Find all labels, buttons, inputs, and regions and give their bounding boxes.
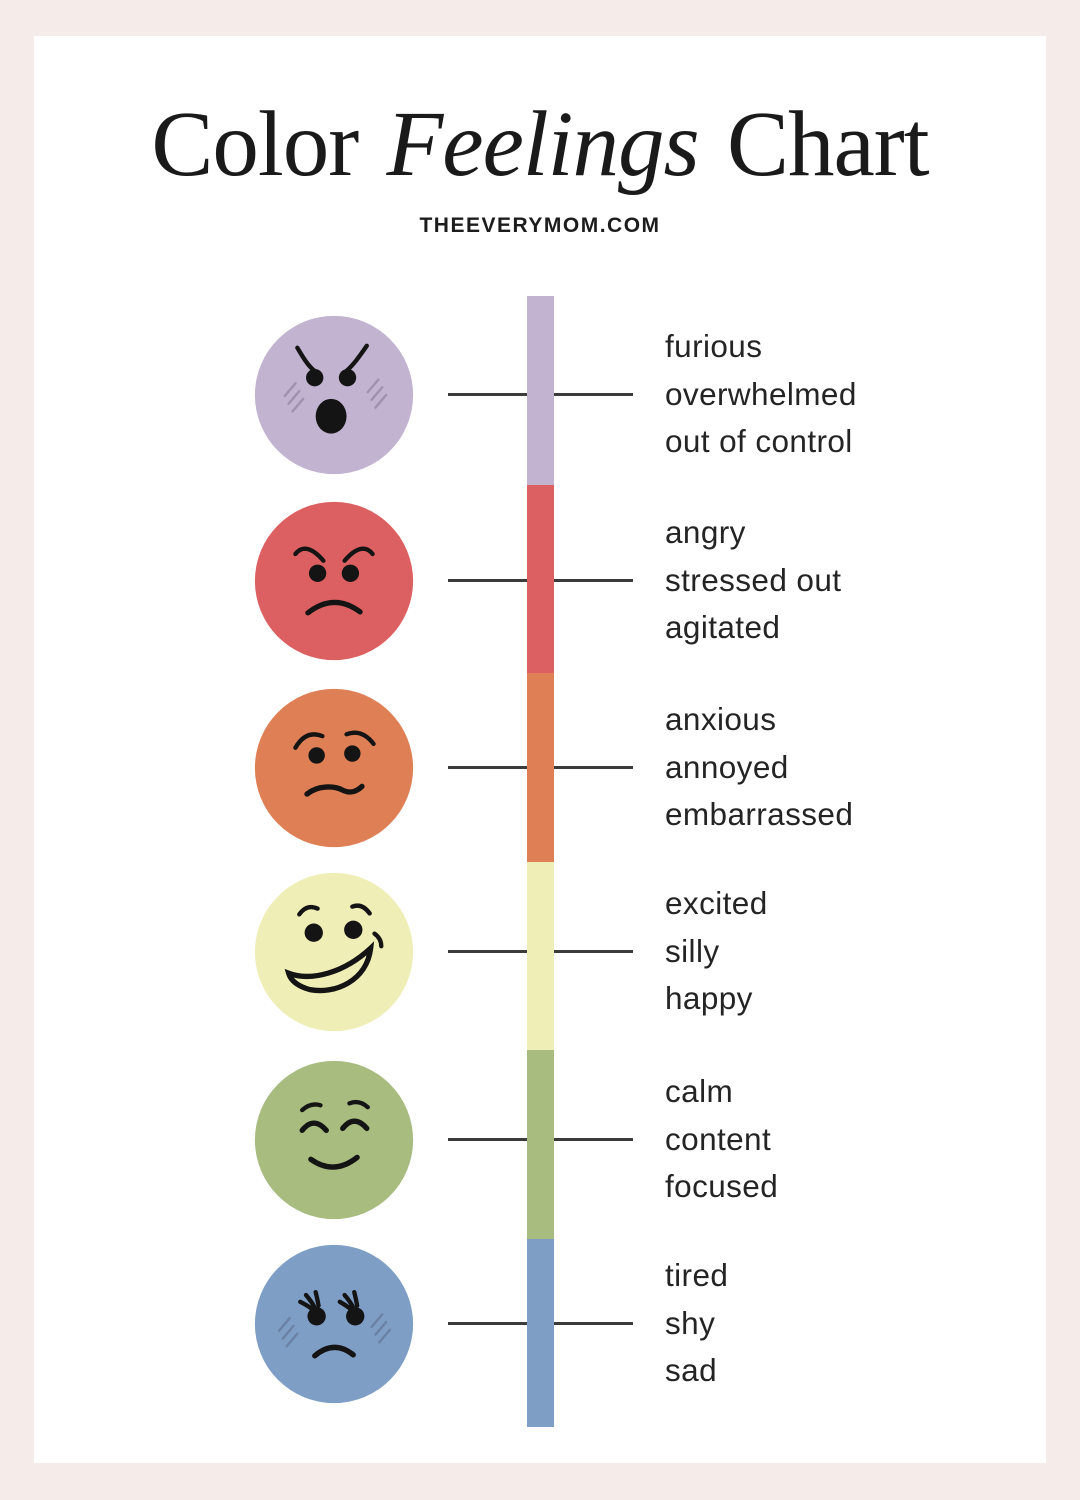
calm-face-icon: [254, 1060, 414, 1220]
anxious-face-icon: [254, 688, 414, 848]
cheek-marks: [277, 1313, 392, 1348]
scale-segment-orange: [527, 673, 554, 862]
feeling-word: annoyed: [665, 748, 789, 785]
emotion-row-orange: anxious annoyed embarrassed: [0, 686, 1080, 850]
emotion-row-green: calm content focused: [0, 1058, 1080, 1222]
face-circle: [254, 501, 414, 661]
feelings-labels: excited silly happy: [665, 880, 768, 1023]
eyebrows: [293, 730, 376, 750]
right-eye: [344, 920, 363, 939]
feeling-word: furious: [665, 328, 763, 364]
right-eye: [344, 745, 361, 762]
feeling-word: embarrassed: [665, 796, 854, 832]
feeling-word: angry: [665, 514, 746, 550]
face-circle: [254, 1060, 414, 1220]
feeling-word: overwhelmed: [665, 375, 857, 412]
feeling-word: anxious: [665, 701, 777, 737]
scale-segment-green: [527, 1050, 554, 1239]
angry-face-icon: [254, 501, 414, 661]
scale-segment-purple: [527, 296, 554, 485]
frown-mouth: [312, 1344, 356, 1359]
open-mouth: [315, 398, 347, 434]
feeling-word: shy: [665, 1304, 716, 1341]
smile-mouth: [308, 1154, 360, 1170]
frown-mouth: [305, 599, 363, 616]
right-eye: [346, 1307, 365, 1326]
feeling-word: excited: [665, 885, 768, 921]
feeling-word: agitated: [665, 609, 781, 645]
happy-face-icon: [254, 872, 414, 1032]
page-title: Color Feelings Chart: [0, 96, 1080, 194]
left-eye: [308, 747, 325, 764]
title-word-feelings: Feelings: [386, 93, 699, 196]
scale-segment-yellow: [527, 861, 554, 1050]
face-circle: [254, 688, 414, 848]
face-circle: [254, 315, 414, 475]
left-eye: [307, 1307, 326, 1326]
eyebrows: [297, 903, 372, 917]
smile-crease: [372, 931, 384, 949]
face-circle: [254, 872, 414, 1032]
right-eye: [341, 564, 360, 582]
feelings-labels: anxious annoyed embarrassed: [665, 696, 853, 839]
feeling-word: silly: [665, 932, 720, 969]
title-word-color: Color: [151, 93, 359, 196]
left-eye: [308, 564, 327, 582]
feelings-labels: furious overwhelmed out of control: [665, 323, 857, 466]
furious-face-icon: [254, 315, 414, 475]
emotion-row-yellow: excited silly happy: [0, 870, 1080, 1034]
right-eye: [338, 368, 357, 387]
sad-face-icon: [254, 1244, 414, 1404]
title-word-chart: Chart: [726, 93, 930, 196]
big-smile-mouth: [284, 941, 375, 994]
worried-mouth: [304, 783, 365, 797]
cheek-marks: [283, 378, 388, 413]
closed-happy-eyes: [299, 1118, 370, 1134]
emotion-row-purple: furious overwhelmed out of control: [0, 313, 1080, 477]
color-scale-bar: [527, 296, 554, 1427]
eyebrows: [293, 546, 375, 563]
feelings-labels: calm content focused: [665, 1068, 778, 1211]
feeling-word: calm: [665, 1073, 734, 1109]
feeling-word: happy: [665, 980, 753, 1016]
eyebrows: [299, 1099, 370, 1113]
eyelashes: [298, 1289, 360, 1312]
scale-segment-red: [527, 484, 554, 673]
feeling-word: focused: [665, 1168, 779, 1204]
feeling-word: sad: [665, 1352, 717, 1388]
feeling-word: out of control: [665, 423, 853, 459]
left-eye: [304, 923, 323, 942]
feeling-word: tired: [665, 1257, 729, 1293]
feeling-word: content: [665, 1120, 772, 1157]
scale-segment-blue: [527, 1238, 554, 1427]
feelings-labels: tired shy sad: [665, 1252, 728, 1395]
face-circle: [254, 1244, 414, 1404]
left-eye: [306, 368, 324, 387]
feeling-word: stressed out: [665, 561, 842, 598]
site-credit: THEEVERYMOM.COM: [419, 214, 661, 237]
feelings-labels: angry stressed out agitated: [665, 509, 841, 652]
